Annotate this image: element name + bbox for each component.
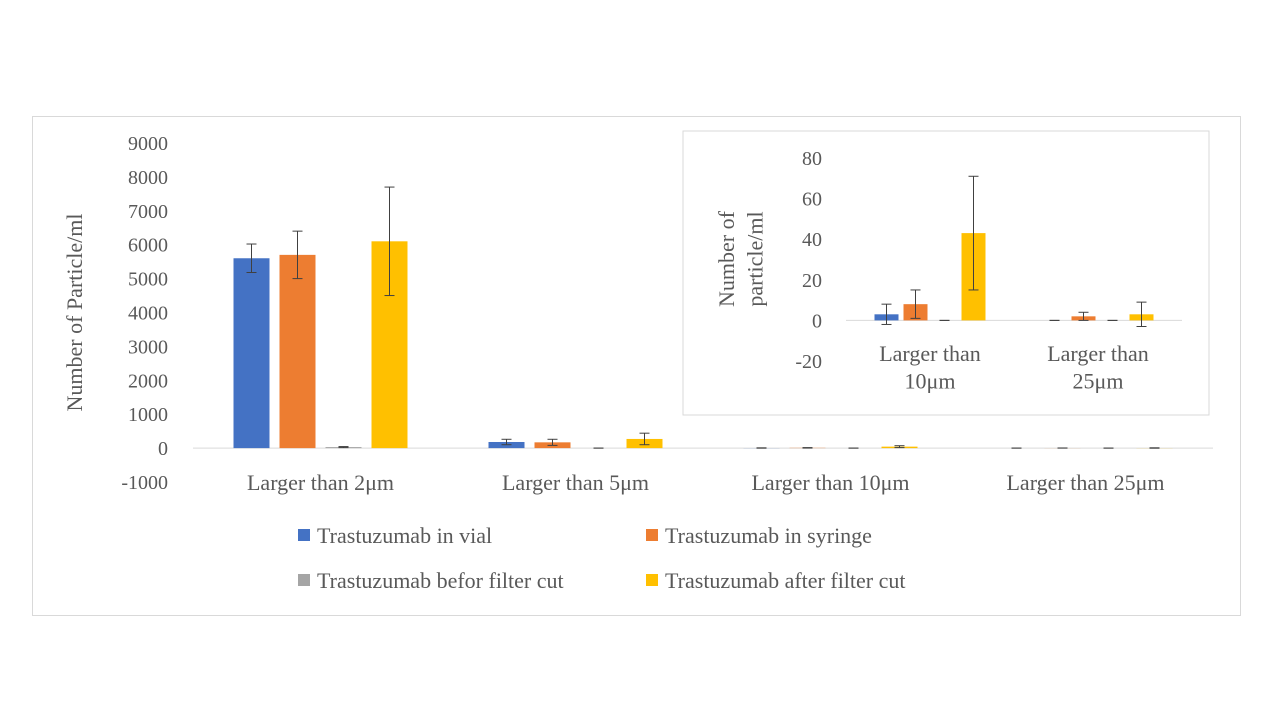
chart-frame (32, 116, 1241, 616)
main-bar (233, 258, 270, 449)
inset-y-tick-label: 60 (802, 189, 822, 211)
main-y-tick-label: 3000 (128, 336, 168, 358)
main-y-tick-label: -1000 (121, 472, 168, 494)
legend-swatch (298, 574, 310, 586)
inset-y-tick-label: -20 (795, 351, 822, 373)
main-y-tick-label: 7000 (128, 201, 168, 223)
inset-y-tick-label: 0 (812, 310, 822, 332)
main-y-tick-label: 6000 (128, 235, 168, 257)
inset-y-axis-title: particle/ml (743, 211, 768, 306)
main-y-tick-label: 0 (158, 438, 168, 460)
inset-x-tick-label: 10μm (905, 369, 956, 394)
main-y-tick-label: 2000 (128, 370, 168, 392)
main-y-tick-label: 1000 (128, 404, 168, 426)
legend-swatch (298, 529, 310, 541)
legend-label: Trastuzumab befor filter cut (317, 568, 564, 593)
main-y-tick-label: 5000 (128, 269, 168, 291)
main-y-tick-label: 4000 (128, 303, 168, 325)
inset-x-tick-label: 25μm (1073, 369, 1124, 394)
main-y-tick-label: 9000 (128, 133, 168, 155)
legend-label: Trastuzumab after filter cut (665, 568, 906, 593)
inset-y-axis-title: Number of (714, 210, 739, 307)
main-y-axis-title: Number of Particle/ml (62, 214, 87, 412)
inset-x-tick-label: Larger than (879, 341, 981, 366)
legend-swatch (646, 574, 658, 586)
inset-y-tick-label: 80 (802, 148, 822, 170)
legend: Trastuzumab in vial Trastuzumab in syring… (298, 523, 906, 593)
inset-chart: -20 0 20 40 60 80 Number of particle/ml Larger t… (682, 130, 1210, 416)
main-x-tick-label: Larger than 10μm (751, 470, 909, 495)
legend-label: Trastuzumab in vial (317, 523, 492, 548)
inset-frame (682, 130, 1210, 416)
main-y-tick-label: 8000 (128, 167, 168, 189)
main-x-tick-label: Larger than 5μm (502, 470, 649, 495)
inset-x-tick-label: Larger than (1047, 341, 1149, 366)
main-x-tick-label: Larger than 2μm (247, 470, 394, 495)
main-bar (279, 254, 316, 449)
main-x-tick-label: Larger than 25μm (1006, 470, 1164, 495)
legend-label: Trastuzumab in syringe (665, 523, 872, 548)
inset-y-tick-label: 20 (802, 270, 822, 292)
main-chart: -1000 0 1000 2000 3000 4000 5000 6000 7000 8000 90… (62, 133, 1213, 495)
legend-swatch (646, 529, 658, 541)
inset-y-tick-label: 40 (802, 229, 822, 251)
